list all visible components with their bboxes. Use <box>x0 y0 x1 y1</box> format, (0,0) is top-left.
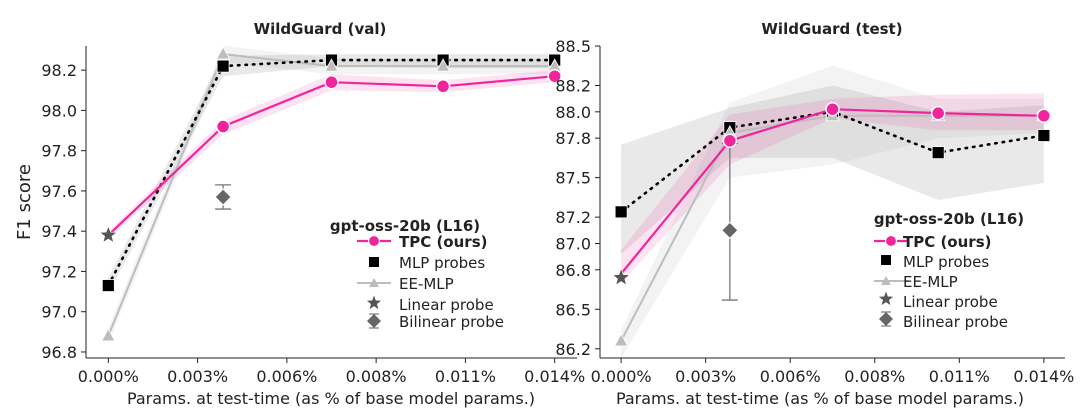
legend-diamond-marker <box>367 314 381 328</box>
legend-label-mlp: MLP probes <box>399 254 485 272</box>
x-tick-label: 0.011% <box>435 367 496 386</box>
legend-entry-ee-mlp: EE-MLP <box>357 275 454 293</box>
legend-label-linear: Linear probe <box>903 293 998 311</box>
legend: gpt-oss-20b (L16) TPC (ours) MLP probes … <box>330 217 504 331</box>
data-point-circle <box>324 74 339 90</box>
y-tick-label: 86.2 <box>555 340 591 359</box>
x-tick-label: 0.003% <box>167 367 228 386</box>
y-tick-label: 97.8 <box>41 142 77 161</box>
chart-title: WildGuard (val) <box>254 20 387 38</box>
data-point-square <box>216 59 230 73</box>
y-tick-label: 97.0 <box>41 303 77 322</box>
legend-circle-marker <box>884 234 898 248</box>
chart-panel-val: WildGuard (val) Params. at test-time (as… <box>41 20 585 408</box>
y-tick-label: 96.8 <box>41 343 77 362</box>
x-axis-label: Params. at test-time (as % of base model… <box>127 389 535 408</box>
x-tick-label: 0.011% <box>929 367 990 386</box>
y-tick-label: 88.0 <box>555 103 591 122</box>
x-tick-label: 0.000% <box>591 367 652 386</box>
y-tick-label: 87.0 <box>555 234 591 253</box>
x-axis-label: Params. at test-time (as % of base model… <box>616 389 1024 408</box>
data-point-triangle <box>435 58 451 72</box>
legend-square-marker <box>369 257 379 267</box>
data-point-circle <box>215 119 231 134</box>
data-point-square <box>931 146 945 160</box>
data-point-diamond <box>214 188 232 206</box>
legend-label-ee-mlp: EE-MLP <box>399 275 454 293</box>
y-tick-label: 88.5 <box>555 37 591 56</box>
legend-entry-bilinear: Bilinear probe <box>879 311 1008 331</box>
data-point-square <box>1037 129 1051 142</box>
data-point-triangle <box>215 46 231 60</box>
y-tick-label: 97.6 <box>41 182 77 201</box>
legend-triangle-marker <box>369 278 379 287</box>
confidence-band <box>108 70 555 240</box>
legend-entry-mlp: MLP probes <box>369 254 485 272</box>
legend-star-marker <box>878 291 894 306</box>
y-tick-label: 87.5 <box>555 169 591 188</box>
legend-entry-bilinear: Bilinear probe <box>367 313 504 331</box>
legend-title: gpt-oss-20b (L16) <box>330 217 480 235</box>
series-line <box>107 58 557 287</box>
x-tick-label: 0.006% <box>760 367 821 386</box>
legend-entry-ee-mlp: EE-MLP <box>874 273 958 291</box>
data-point-triangle <box>101 328 116 342</box>
data-point-circle <box>435 79 451 94</box>
chart-title: WildGuard (test) <box>761 20 902 38</box>
y-tick-label: 98.0 <box>41 101 77 120</box>
x-tick-label: 0.003% <box>675 367 736 386</box>
y-tick-label: 86.5 <box>555 300 591 319</box>
x-tick-label: 0.008% <box>844 367 905 386</box>
legend-label-ee-mlp: EE-MLP <box>903 273 958 291</box>
x-tick-label: 0.014% <box>1013 367 1074 386</box>
y-tick-label: 88.2 <box>555 76 591 95</box>
y-tick-label: 87.2 <box>555 208 591 227</box>
legend-label-bilinear: Bilinear probe <box>903 313 1008 331</box>
legend-entry-linear: Linear probe <box>878 291 998 311</box>
legend-circle-marker <box>367 234 381 248</box>
data-point-circle <box>547 68 562 84</box>
legend-triangle-marker <box>881 276 891 285</box>
legend-label-tpc: TPC (ours) <box>399 233 487 251</box>
x-tick-label: 0.000% <box>78 367 139 386</box>
data-point-star <box>99 225 118 244</box>
legend-label-linear: Linear probe <box>399 296 494 314</box>
legend-entry-tpc: TPC (ours) <box>357 233 487 251</box>
plot-area: 86.2 86.5 86.8 87.0 87.2 87.5 87.8 88.0 88.2 88.5… <box>555 37 1074 386</box>
legend: gpt-oss-20b (L16) TPC (ours) MLP probes … <box>874 210 1024 331</box>
x-tick-label: 0.006% <box>256 367 317 386</box>
legend-diamond-marker <box>879 312 893 326</box>
data-point-square <box>614 205 628 219</box>
chart-panel-test: WildGuard (test) Params. at test-time (a… <box>555 20 1074 408</box>
y-tick-label: 97.4 <box>41 222 77 241</box>
data-point-star <box>611 267 631 286</box>
data-point-circle <box>930 105 946 121</box>
data-point-triangle <box>613 333 629 347</box>
series-line <box>107 53 555 337</box>
y-tick-label: 98.2 <box>41 61 77 80</box>
x-tick-label: 0.014% <box>524 367 585 386</box>
legend-label-bilinear: Bilinear probe <box>399 313 504 331</box>
plot-area: 96.8 97.0 97.2 97.4 97.6 97.8 98.0 98.2 0.000% 0.… <box>41 46 585 386</box>
legend-square-marker <box>881 255 891 265</box>
legend-entry-tpc: TPC (ours) <box>874 233 991 251</box>
data-point-circle <box>825 101 840 117</box>
data-point-circle <box>1036 108 1052 124</box>
data-point-diamond <box>721 221 739 240</box>
legend-entry-mlp: MLP probes <box>881 253 989 271</box>
legend-label-tpc: TPC (ours) <box>903 233 991 251</box>
x-tick-label: 0.008% <box>346 367 407 386</box>
y-tick-label: 86.8 <box>555 261 591 280</box>
data-point-triangle <box>324 58 339 72</box>
y-tick-label: 97.2 <box>41 262 77 281</box>
legend-label-mlp: MLP probes <box>903 253 989 271</box>
y-tick-label: 87.8 <box>555 129 591 148</box>
legend-title: gpt-oss-20b (L16) <box>874 210 1024 228</box>
legend-entry-linear: Linear probe <box>366 295 494 314</box>
data-point-circle <box>722 133 738 149</box>
data-point-square <box>101 279 115 292</box>
y-axis-label: F1 score <box>14 164 35 240</box>
legend-star-marker <box>366 295 382 310</box>
